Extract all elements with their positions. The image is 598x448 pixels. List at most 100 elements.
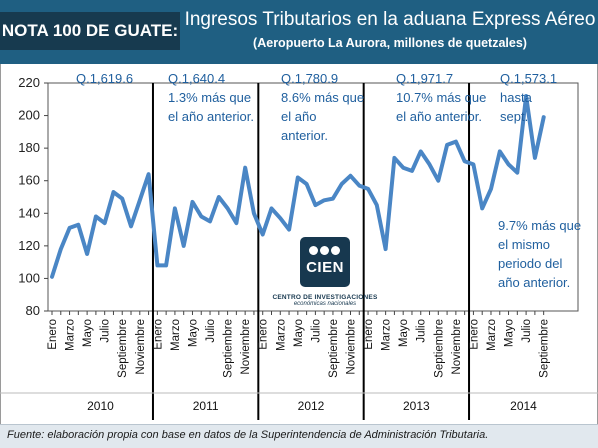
annotation-line: Q.1,780.9	[281, 71, 338, 86]
month-label: Mayo	[398, 319, 410, 347]
annotation-line: el año anterior.	[396, 109, 482, 124]
month-label: Marzo	[381, 319, 393, 351]
annotation-line: año anterior.	[498, 275, 570, 290]
y-tick-label: 80	[26, 303, 40, 318]
month-label: Noviembre	[451, 319, 463, 375]
data-point	[252, 212, 256, 215]
plot-area	[47, 82, 579, 312]
data-point	[94, 215, 98, 218]
logo-line1: CENTRO DE INVESTIGACIONES	[272, 294, 378, 301]
annotation: 9.7% más que el mismo periodo del año anter…	[498, 218, 581, 290]
month-label: Julio	[310, 319, 322, 343]
data-point	[349, 174, 352, 178]
data-point	[331, 197, 335, 200]
data-point	[68, 226, 71, 230]
month-label: Julio	[521, 319, 533, 343]
y-tick-label: 140	[18, 205, 40, 220]
data-point	[463, 159, 466, 163]
data-point	[226, 207, 229, 210]
data-point	[481, 207, 484, 210]
chart-subtitle: (Aeropuerto La Aurora, millones de quetz…	[253, 36, 527, 50]
data-point	[358, 184, 361, 187]
data-point	[340, 182, 343, 186]
series-badge: NOTA 100 DE GUATE:	[0, 12, 180, 50]
annotation: Q.1,640.4 1.3% más que el año anterior.	[168, 71, 254, 124]
y-tick-label: 120	[18, 238, 40, 253]
data-point	[524, 94, 528, 98]
annotation-line: anterior.	[281, 128, 328, 143]
month-label: Mayo	[187, 319, 199, 347]
data-point	[147, 173, 150, 176]
annotation-line: el año	[281, 109, 316, 124]
data-point	[401, 166, 405, 169]
month-label: Noviembre	[240, 319, 252, 375]
annotation-line: periodo del	[498, 256, 562, 271]
annotation-line: Q.1,640.4	[168, 71, 225, 86]
annotation-line: el mismo	[498, 237, 550, 252]
data-point	[138, 199, 141, 202]
chart-title: Ingresos Tributarios en la aduana Expres…	[184, 9, 596, 30]
data-point	[103, 221, 106, 225]
y-tick-label: 100	[18, 270, 40, 285]
annotation: Q.1,971.7 10.7% más que el año anterior.	[396, 71, 486, 124]
data-point	[270, 207, 273, 210]
month-label: Julio	[100, 319, 112, 343]
month-label: Marzo	[486, 319, 498, 351]
annotation: Q.1,780.9 8.6% más que el año anterior.	[281, 71, 364, 143]
footer: Fuente: elaboración propia con base en d…	[0, 424, 598, 448]
month-label: Julio	[205, 319, 217, 343]
data-point	[366, 187, 370, 191]
data-point	[428, 163, 431, 166]
month-label: Enero	[47, 319, 59, 350]
annotation: Q.1,619.6	[76, 71, 133, 86]
annotation-line: Q.1,971.7	[396, 71, 453, 86]
data-point	[419, 150, 422, 153]
data-point	[437, 179, 440, 182]
data-point	[489, 187, 493, 191]
y-tick-label: 180	[18, 140, 40, 155]
y-tick-label: 220	[18, 75, 40, 90]
month-label: Marzo	[275, 319, 287, 351]
month-label: Enero	[363, 319, 375, 350]
data-point	[314, 203, 317, 207]
data-point	[533, 156, 537, 160]
month-label: Enero	[258, 319, 270, 350]
annotation-line: 8.6% más que	[281, 90, 364, 105]
data-point	[393, 156, 396, 160]
data-point	[296, 176, 300, 179]
data-point	[279, 216, 282, 220]
data-point	[182, 244, 185, 248]
data-point	[516, 171, 519, 174]
logo-caption: CENTRO DE INVESTIGACIONES económicas nac…	[268, 294, 382, 307]
month-label: Septiembre	[328, 319, 340, 378]
data-point	[287, 228, 291, 231]
annotation-line: hasta	[500, 90, 533, 105]
month-label: Julio	[416, 319, 428, 343]
year-label: 2010	[87, 399, 114, 413]
data-point	[498, 150, 501, 153]
y-tick-label: 200	[18, 108, 40, 123]
logo-line2: económicas nacionales	[293, 301, 357, 307]
month-label: Mayo	[82, 319, 94, 347]
data-point	[85, 252, 89, 256]
data-point	[445, 143, 449, 147]
month-label: Noviembre	[346, 319, 358, 375]
data-point	[410, 169, 414, 173]
logo-name: CIEN	[306, 259, 344, 276]
data-point	[472, 163, 475, 166]
y-tick-label: 160	[18, 173, 40, 188]
data-point	[129, 225, 133, 228]
annotation-line: 1.3% más que	[168, 90, 251, 105]
data-point	[261, 233, 264, 236]
month-label: Noviembre	[135, 319, 147, 375]
data-point	[305, 182, 308, 186]
month-label: Septiembre	[223, 319, 235, 378]
annotation: Q.1,573.1 hasta sept.	[500, 71, 557, 124]
year-label: 2012	[298, 399, 325, 413]
data-point	[208, 220, 212, 223]
cien-logo-icon: CIEN	[300, 237, 350, 287]
data-point	[191, 200, 194, 204]
data-point	[375, 203, 379, 207]
data-point	[156, 264, 159, 267]
